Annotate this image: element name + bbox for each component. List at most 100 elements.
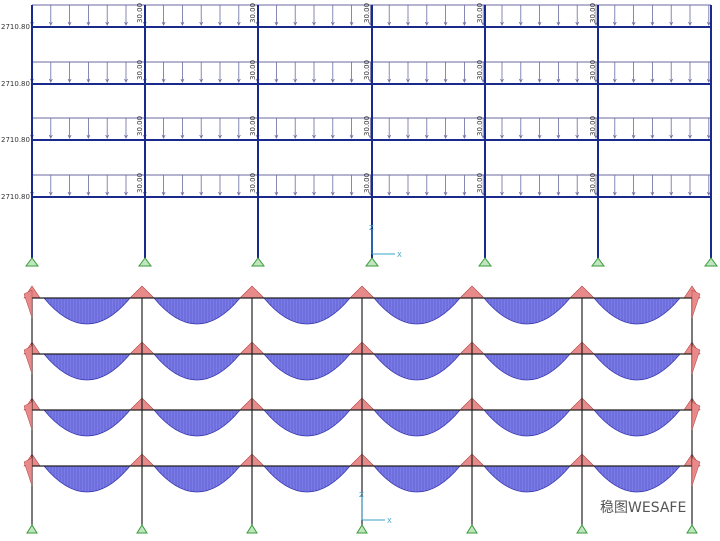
arrow-head (330, 21, 335, 26)
arrow-head (387, 78, 392, 83)
load-label: 30.00 (476, 173, 484, 193)
arrow-head (199, 191, 204, 196)
arrow-head (518, 21, 523, 26)
support (26, 524, 38, 534)
arrow-head (48, 78, 53, 83)
arrow-head (575, 191, 580, 196)
arrow-head (706, 134, 711, 139)
support (251, 257, 265, 267)
support (356, 524, 368, 534)
arrow-head (86, 191, 91, 196)
arrow-head (537, 21, 542, 26)
arrow-head (199, 21, 204, 26)
arrow-head (161, 21, 166, 26)
arrow-head (218, 191, 222, 196)
arrow-head (293, 21, 298, 26)
arrow-head (236, 21, 241, 26)
arrow-head (274, 21, 279, 26)
arrow-head (218, 21, 222, 26)
load-label: 30.00 (476, 3, 484, 23)
support (478, 257, 492, 267)
arrow-head (669, 134, 674, 139)
arrow-head (274, 134, 279, 139)
load-label: 30.00 (136, 173, 144, 193)
support (25, 257, 39, 267)
column-moment (23, 289, 33, 319)
arrow-head (537, 78, 542, 83)
load-label: 30.00 (589, 3, 597, 23)
arrow-head (500, 134, 504, 139)
arrow-head (443, 134, 448, 139)
axis-z: Z (359, 491, 364, 499)
load-label: 30.00 (589, 116, 597, 136)
arrow-head (650, 191, 655, 196)
arrow-head (330, 78, 335, 83)
load-label: 30.00 (249, 3, 257, 23)
support (704, 257, 718, 267)
arrow-head (67, 78, 72, 83)
arrow-head (312, 134, 316, 139)
column-moment (691, 401, 701, 431)
column-moment (23, 345, 33, 375)
arrow-head (688, 191, 692, 196)
side-label: 2710.80 (1, 23, 30, 31)
support (686, 524, 698, 534)
arrow-head (462, 191, 467, 196)
arrow-head (406, 21, 410, 26)
arrow-head (631, 191, 636, 196)
arrow-head (556, 134, 561, 139)
arrow-head (105, 21, 110, 26)
arrow-head (443, 78, 448, 83)
column-moment (691, 345, 701, 375)
arrow-head (86, 78, 91, 83)
arrow-head (556, 78, 561, 83)
arrow-head (274, 191, 279, 196)
arrow-head (650, 78, 655, 83)
arrow-head (124, 21, 128, 26)
arrow-head (330, 191, 335, 196)
column-moment (691, 289, 701, 319)
arrow-head (387, 21, 392, 26)
arrow-head (462, 78, 467, 83)
arrow-head (518, 134, 523, 139)
arrow-head (706, 191, 711, 196)
arrow-head (48, 191, 53, 196)
arrow-head (612, 191, 617, 196)
arrow-head (706, 78, 711, 83)
arrow-head (631, 78, 636, 83)
load-label: 30.00 (363, 60, 371, 80)
arrow-head (406, 78, 410, 83)
arrow-head (424, 21, 429, 26)
arrow-head (236, 78, 241, 83)
arrow-head (180, 78, 185, 83)
support (136, 524, 148, 534)
arrow-head (180, 134, 185, 139)
arrow-head (612, 134, 617, 139)
arrow-head (312, 191, 316, 196)
arrow-head (500, 78, 504, 83)
side-label: 2710.80 (1, 193, 30, 201)
arrow-head (86, 134, 91, 139)
column-moment (23, 457, 33, 487)
arrow-head (86, 21, 91, 26)
arrow-head (706, 21, 711, 26)
support (246, 524, 258, 534)
load-label: 30.00 (363, 3, 371, 23)
arrow-head (67, 134, 72, 139)
arrow-head (387, 191, 392, 196)
arrow-head (443, 191, 448, 196)
arrow-head (293, 78, 298, 83)
arrow-head (218, 78, 222, 83)
arrow-head (48, 134, 53, 139)
arrow-head (180, 191, 185, 196)
arrow-head (537, 191, 542, 196)
arrow-head (462, 21, 467, 26)
arrow-head (124, 191, 128, 196)
arrow-head (293, 191, 298, 196)
arrow-head (443, 21, 448, 26)
arrow-head (688, 134, 692, 139)
arrow-head (180, 21, 185, 26)
arrow-head (556, 21, 561, 26)
arrow-head (387, 134, 392, 139)
